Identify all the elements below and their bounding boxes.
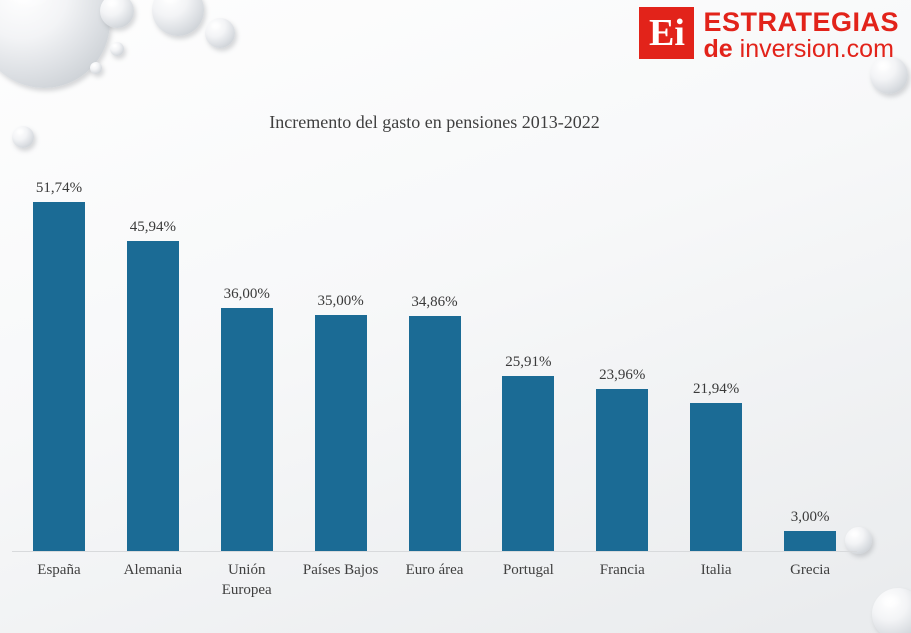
category-label: Grecia [790, 562, 831, 578]
category-label: Unión Europea [221, 562, 272, 599]
bar-column: 25,91% [481, 354, 575, 551]
category-label: España [37, 562, 81, 578]
category-label: Francia [599, 562, 645, 578]
bar-value-label: 36,00% [223, 286, 270, 302]
logo-mark: Ei [639, 7, 695, 59]
bar-value-label: 51,74% [35, 180, 83, 196]
bar-chart: Incremento del gasto en pensiones 2013-2… [12, 110, 857, 601]
bar-value-label: 3,00% [790, 509, 830, 525]
logo-line2-bold: de [703, 35, 733, 63]
bar-column: 34,86% [388, 294, 482, 551]
bubble-decoration [90, 62, 102, 74]
logo-mark-text: Ei [649, 12, 685, 54]
bar [314, 315, 367, 551]
bar-column: 51,74% [12, 180, 106, 551]
bar [408, 316, 461, 551]
category-label: Euro área [405, 562, 464, 578]
bar-value-label: 35,00% [317, 293, 364, 309]
bubble-decoration [845, 527, 872, 554]
bar [596, 389, 649, 551]
bars-row: 51,74% 45,94% 36,00% 35,00% 34,86% 25,91% 23,9… [12, 156, 857, 552]
category-label: Países Bajos [302, 562, 379, 578]
logo-line1: ESTRATEGIAS [703, 7, 899, 37]
bar [32, 202, 85, 551]
bar [784, 531, 837, 551]
logo-line2: de inversion.com [703, 37, 899, 62]
bubble-decoration [0, 0, 110, 88]
bubble-decoration [152, 0, 204, 36]
bar [502, 376, 555, 551]
category-label: Alemania [123, 562, 182, 578]
bar-column: 45,94% [106, 219, 200, 551]
brand-logo: Ei ESTRATEGIAS de inversion.com [639, 7, 899, 62]
bubble-decoration [870, 56, 908, 94]
bar-value-label: 23,96% [599, 367, 646, 383]
category-label: Portugal [502, 562, 554, 578]
bar-value-label: 34,86% [411, 294, 458, 310]
bubble-decoration [872, 588, 911, 633]
bar-column: 21,94% [669, 381, 763, 551]
bar-value-label: 45,94% [129, 219, 176, 235]
bar [220, 308, 273, 551]
bar-column: 3,00% [763, 509, 857, 551]
logo-text: ESTRATEGIAS de inversion.com [703, 7, 899, 62]
bar-column: 35,00% [294, 293, 388, 551]
category-label: Italia [700, 562, 732, 578]
bubble-decoration [205, 18, 235, 48]
category-labels-row: España Alemania Unión Europea Países Bajos E… [12, 560, 857, 601]
bubble-decoration [100, 0, 134, 28]
bar-column: 23,96% [575, 367, 669, 551]
bar [690, 403, 743, 551]
logo-line2-rest: inversion.com [739, 35, 894, 63]
bar [126, 241, 179, 551]
chart-title: Incremento del gasto en pensiones 2013-2… [269, 112, 600, 132]
bubble-decoration [12, 126, 34, 148]
bar-value-label: 21,94% [693, 381, 740, 397]
bar-column: 36,00% [200, 286, 294, 551]
bubble-decoration [110, 42, 124, 56]
bar-value-label: 25,91% [505, 354, 552, 370]
